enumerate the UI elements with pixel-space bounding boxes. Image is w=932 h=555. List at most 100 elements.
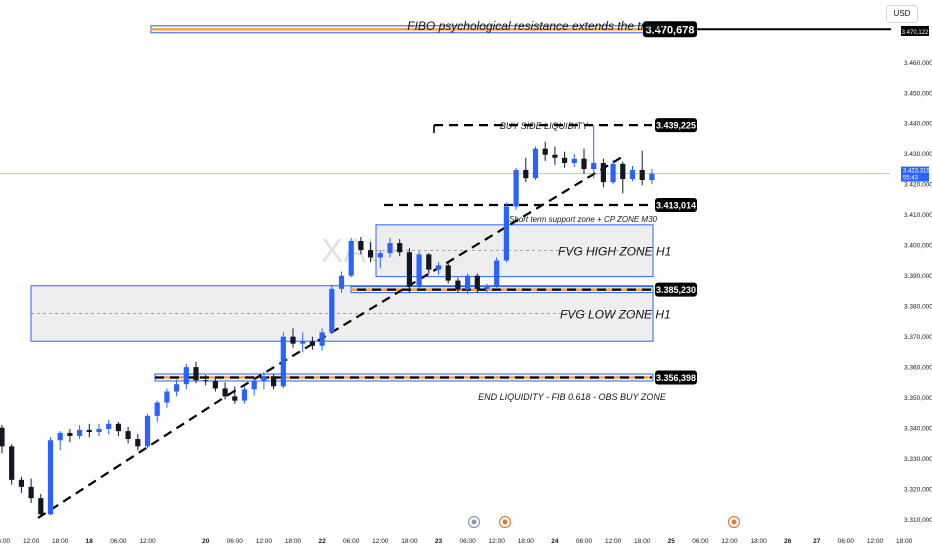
candle-body [455,280,461,290]
event-icon-dot [471,519,477,525]
candle-body [348,240,354,276]
price-axis-tick: 3.380,000 [904,304,932,311]
time-axis-tick: 18:00 [518,538,535,545]
time-axis-tick: 06:00 [343,538,360,545]
level-label-box [655,370,697,385]
candle-body [86,429,92,433]
time-axis-tick: 06:00 [110,538,127,545]
candle-body [57,432,63,441]
time-axis-tick: 20 [202,538,210,545]
price-axis-tick: 3.440,000 [904,121,932,128]
candle-body [620,163,626,180]
price-axis-tick: 3.420,000 [904,182,932,189]
candle-body [222,388,228,397]
time-axis-tick: 18:00 [285,538,302,545]
level-label-box [655,282,697,297]
candle-body [377,253,383,258]
event-icon-dot [731,519,737,525]
candle-body [290,336,296,344]
candle-body [329,288,335,333]
trendline-lower [37,394,229,519]
trendline-upper [227,156,623,396]
time-axis-tick: 12:00 [23,538,40,545]
annotation-labels: FVG HIGH ZONE H1 FVG LOW ZONE H1 3.470,678… [407,19,697,402]
candle-body [581,158,587,170]
candle-body [309,341,315,346]
candle-body [203,380,209,382]
time-axis-tick: 22 [318,538,326,545]
candle-body [183,367,189,385]
level-label-box [655,197,697,212]
candle-body [338,275,345,289]
currency-button[interactable]: USD [886,5,918,23]
event-icon-dot [502,519,508,525]
fvg-low-zone-label: FVG LOW ZONE H1 [560,307,671,321]
candle-body [474,275,480,289]
time-axis-tick: 06:00 [576,538,593,545]
candle-body [174,384,180,392]
candle-body [280,336,286,387]
candle-body [300,341,306,344]
price-axis-highlight-box [901,25,929,36]
candle-body [144,415,151,447]
candle-body [416,254,422,287]
candle-body [106,423,112,429]
level-label-text: 3.385,230 [656,285,696,295]
current-price-text: 3.423,315 [903,169,930,175]
price-axis-tick: 3.350,000 [904,395,932,402]
candle-body [406,252,412,287]
price-axis-tick: 3.360,000 [904,365,932,372]
axes: 3.470,122 3.460,000 3.450,000 3.440,000 3.43… [0,25,932,545]
candle-body [387,243,393,254]
candle-body [532,148,539,179]
price-axis-tick: 3.430,000 [904,151,932,158]
candle-body [319,332,325,346]
time-axis-tick: 06:00 [0,538,11,545]
candle-body [47,440,54,515]
candle-body [28,486,34,499]
candle-body [600,162,606,183]
time-axis-tick: 25 [668,538,676,545]
time-axis-tick: 12:00 [256,538,273,545]
level-label-text: 3.413,014 [656,200,696,210]
time-axis-tick: 12:00 [867,538,884,545]
candle-body [513,169,519,207]
time-axis-tick: 06:00 [692,538,709,545]
time-axis-tick: 26 [784,538,792,545]
candle-body [503,206,509,261]
candle-body [154,402,160,416]
time-axis-tick: 23 [435,538,443,545]
time-axis-tick: 18:00 [896,538,913,545]
time-axis-tick: 12:00 [139,538,156,545]
time-axis-tick: 18:00 [401,538,418,545]
candle-body [494,260,500,287]
fvg-high-zone-label: FVG HIGH ZONE H1 [558,245,671,259]
candle-body [358,240,364,251]
countdown-text: 55:43 [903,176,919,182]
candle-body [125,431,131,440]
level-label-text: 3.439,225 [656,121,696,131]
candle-body [426,254,432,270]
price-axis-tick: 3.340,000 [904,425,932,432]
current-price-box [901,166,929,182]
candle-body [96,428,102,433]
time-axis-tick: 18:00 [634,538,651,545]
time-axis-tick: 06:00 [227,538,244,545]
candle-body [649,173,655,181]
candle-series [0,125,655,518]
candle-body [639,169,645,181]
time-axis-tick: 12:00 [605,538,622,545]
candle-body [571,158,577,163]
candle-body [38,498,44,515]
level-label-text: 3.356,398 [656,373,696,383]
time-axis-tick: 06:00 [459,538,476,545]
annotation-lines [0,28,891,519]
candle-body [435,265,442,270]
price-axis-tick: 3.390,000 [904,273,932,280]
end-liquidity-annotation: END LIQUIDITY - FIB 0.618 - OBS BUY ZONE [478,392,667,402]
price-axis-tick: 3.320,000 [904,486,932,493]
level-label-box [655,118,697,133]
candle-body [610,163,616,183]
